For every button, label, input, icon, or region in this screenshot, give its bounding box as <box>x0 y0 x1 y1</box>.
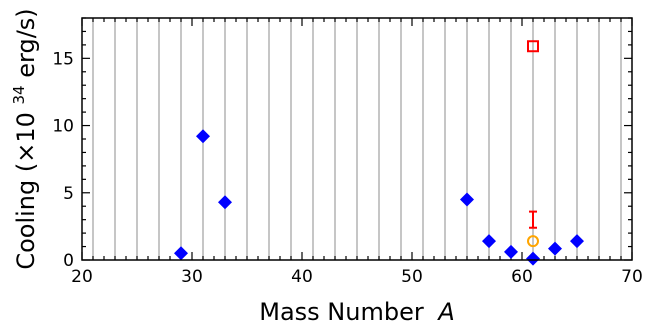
y-tick-label: 10 <box>52 117 74 137</box>
x-tick-label: 20 <box>71 267 93 287</box>
y-axis-label-suffix: erg/s) <box>12 8 40 77</box>
x-tick-label: 30 <box>181 267 203 287</box>
y-tick-label: 0 <box>63 251 74 271</box>
data-point-square <box>527 40 539 53</box>
plot-frame <box>81 17 633 261</box>
y-tick-labels: 0 5 10 15 <box>52 49 74 271</box>
data-point-errorbar <box>529 210 537 229</box>
data-marks <box>174 40 584 266</box>
x-axis-label-italic: A <box>436 298 454 326</box>
x-axis-label-text: Mass Number <box>259 298 424 326</box>
data-point-diamond <box>460 192 474 207</box>
data-point-diamond <box>570 234 584 249</box>
data-point-diamond <box>548 241 562 256</box>
x-tick-labels: 20 30 40 50 60 70 <box>71 267 643 287</box>
x-tick-label: 50 <box>401 267 423 287</box>
y-tick-label: 15 <box>52 49 74 69</box>
data-point-diamond <box>504 244 518 259</box>
data-point-diamond <box>482 234 496 249</box>
data-point-diamond <box>196 129 210 144</box>
data-point-circle <box>527 235 539 248</box>
x-tick-label: 70 <box>621 267 643 287</box>
y-axis-label: Cooling (×10 34 erg/s) <box>2 8 40 269</box>
data-point-diamond <box>174 246 188 261</box>
y-axis-label-prefix: Cooling (×10 <box>12 112 40 270</box>
x-axis-label: Mass Number A <box>259 298 455 326</box>
data-point-diamond <box>526 251 540 266</box>
x-tick-label: 60 <box>511 267 533 287</box>
data-point-diamond <box>218 195 232 210</box>
grid-lines <box>92 18 622 260</box>
y-axis-label-exponent: 34 <box>10 85 28 104</box>
x-tick-label: 40 <box>291 267 313 287</box>
y-tick-label: 5 <box>63 184 74 204</box>
